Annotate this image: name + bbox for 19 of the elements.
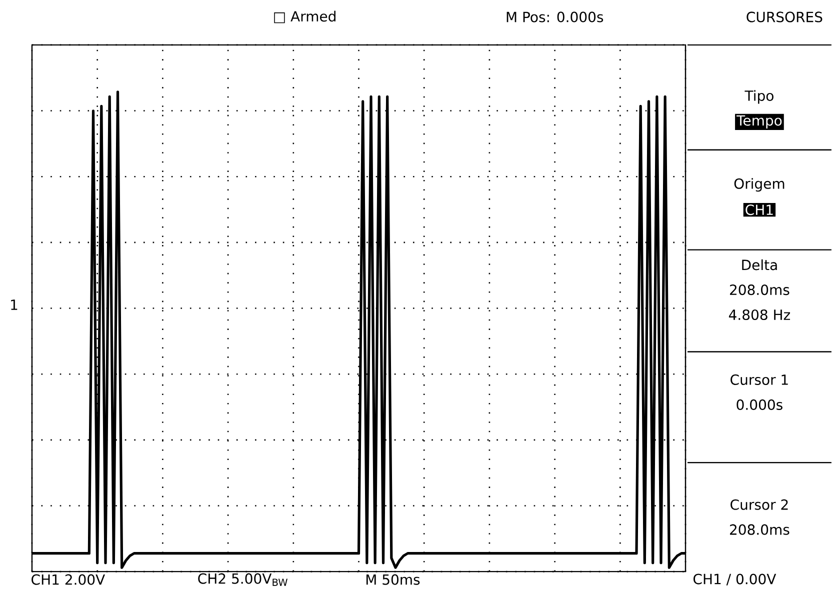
- text: Tipo: [744, 90, 774, 104]
- text: Tempo: [736, 116, 782, 129]
- text: 1: [11, 300, 18, 310]
- text: 208.0ms: [730, 284, 790, 296]
- text: □ Armed: [274, 11, 336, 24]
- text: CURSORES: [746, 12, 822, 22]
- text: CH1: [746, 204, 773, 216]
- text: Cursor 1: [730, 374, 788, 386]
- text: 208.0ms: [730, 524, 790, 536]
- text: M Pos: 0.000s: [506, 12, 604, 22]
- text: CH1 2.00V: [32, 574, 105, 586]
- text: Cursor 2: [730, 500, 788, 510]
- text: CH1 / 0.00V: [694, 574, 776, 586]
- text: M 50ms: [366, 574, 420, 586]
- text: 0.000s: [736, 400, 782, 410]
- text: 4.808 Hz: [728, 310, 790, 320]
- text: Origem: [734, 178, 784, 192]
- text: CH2 5.00V$_{BW}$: [198, 574, 288, 586]
- text: Delta: [742, 260, 777, 270]
